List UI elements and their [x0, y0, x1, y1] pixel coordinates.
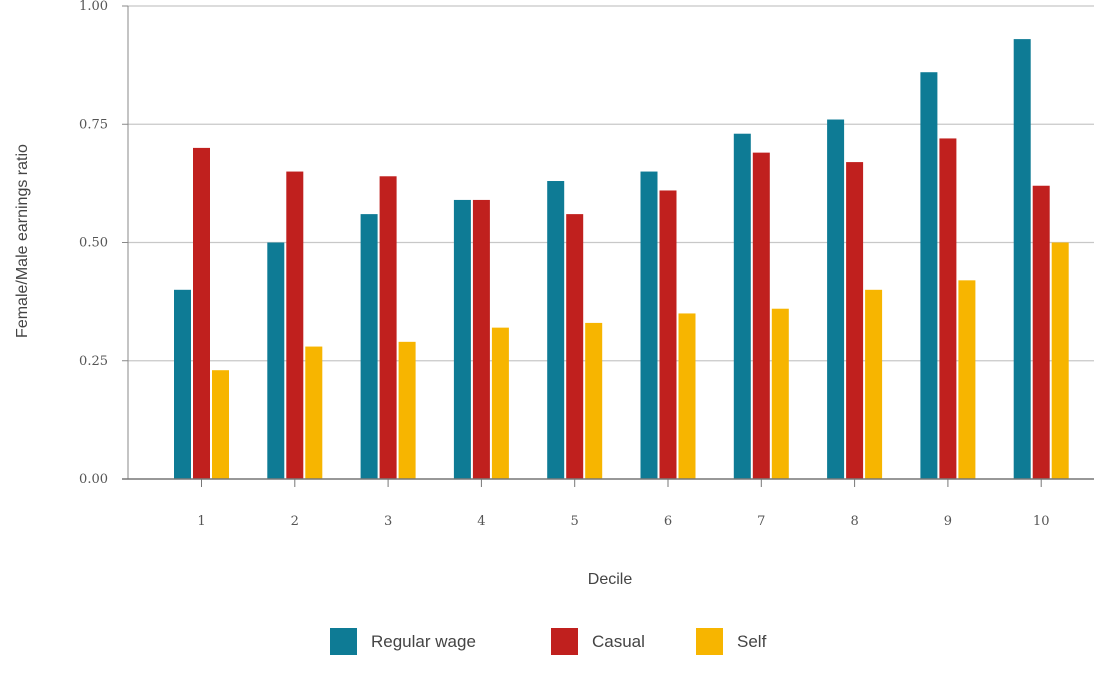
- legend-label: Regular wage: [371, 632, 476, 651]
- x-tick-label: 6: [664, 514, 672, 529]
- bar-casual: [566, 214, 584, 479]
- x-tick-label: 8: [850, 514, 858, 529]
- x-tick-label: 5: [571, 514, 579, 529]
- y-axis-title: Female/Male earnings ratio: [14, 144, 31, 338]
- y-tick-label: 0.75: [79, 117, 108, 132]
- legend-label: Self: [737, 632, 767, 651]
- legend-swatch: [551, 628, 578, 655]
- bar-casual: [939, 138, 957, 479]
- bar-regular-wage: [920, 72, 938, 479]
- x-tick-label: 2: [291, 514, 299, 529]
- bar-self: [1051, 242, 1069, 479]
- bar-casual: [659, 190, 677, 479]
- bar-regular-wage: [640, 171, 658, 480]
- bar-self: [305, 346, 323, 479]
- x-tick-label: 10: [1033, 514, 1050, 529]
- bar-self: [865, 289, 883, 479]
- legend-label: Casual: [592, 632, 645, 651]
- bar-self: [771, 308, 789, 479]
- bar-casual: [379, 176, 397, 479]
- bar-regular-wage: [1013, 39, 1031, 480]
- bars: [174, 39, 1069, 480]
- bar-regular-wage: [733, 133, 751, 479]
- x-tick-label: 3: [384, 514, 392, 529]
- legend: Regular wage Casual Self: [330, 628, 767, 655]
- y-tick-label: 0.25: [79, 354, 108, 369]
- x-tick-label: 1: [197, 514, 205, 529]
- bar-casual: [472, 199, 490, 479]
- bar-self: [958, 280, 976, 479]
- bar-regular-wage: [547, 181, 565, 479]
- bar-regular-wage: [360, 214, 378, 479]
- bar-regular-wage: [267, 242, 285, 479]
- bar-self: [491, 327, 509, 479]
- legend-swatch: [330, 628, 357, 655]
- x-axis-title: Decile: [588, 571, 633, 588]
- bar-regular-wage: [453, 199, 471, 479]
- x-tick-label: 9: [944, 514, 952, 529]
- bar-casual: [1032, 185, 1050, 480]
- bar-casual: [193, 147, 210, 479]
- bar-regular-wage: [827, 119, 845, 480]
- legend-swatch: [696, 628, 723, 655]
- bar-casual: [752, 152, 770, 479]
- x-tick-label: 4: [477, 514, 485, 529]
- bar-regular-wage: [174, 289, 191, 479]
- bar-self: [678, 313, 696, 479]
- y-tick-label: 0.00: [79, 472, 108, 487]
- bar-self: [585, 322, 603, 479]
- bar-casual: [846, 162, 864, 479]
- y-tick-label: 1.00: [79, 0, 108, 14]
- y-tick-label: 0.50: [79, 236, 108, 251]
- bar-self: [212, 370, 229, 479]
- axes: 0.00 0.25 0.50 0.75 1.00 1 2 3 4 5 6 7 8 9 10: [79, 0, 1094, 529]
- bar-self: [398, 341, 416, 479]
- x-tick-label: 7: [757, 514, 765, 529]
- bar-casual: [286, 171, 304, 480]
